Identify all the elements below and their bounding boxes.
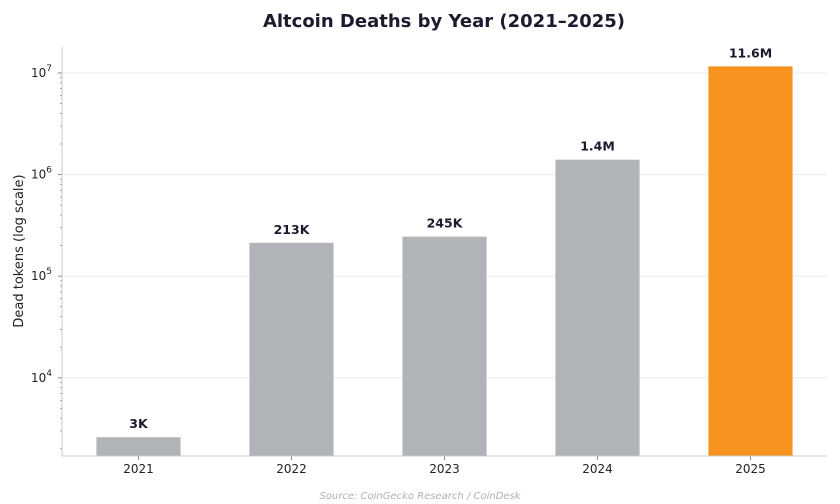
y-axis-label: Dead tokens (log scale) (12, 174, 27, 327)
bar-2024 (555, 159, 640, 456)
data-label-2024: 1.4M (580, 139, 615, 154)
x-tick-label-2023: 2023 (429, 462, 460, 476)
x-tick-label-2024: 2024 (582, 462, 613, 476)
bar-2022 (249, 242, 334, 456)
data-label-2022: 213K (274, 222, 311, 237)
bar-2023 (402, 236, 487, 456)
y-tick-label: 105 (31, 267, 52, 283)
x-tick-label-2022: 2022 (276, 462, 307, 476)
y-tick-label: 104 (31, 369, 52, 385)
chart-title: Altcoin Deaths by Year (2021–2025) (263, 11, 625, 32)
x-tick-label-2021: 2021 (123, 462, 154, 476)
data-labels-group: 3K 213K 245K 1.4M 11.6M (129, 45, 772, 431)
x-axis: 2021 2022 2023 2024 2025 (62, 455, 827, 476)
data-label-2023: 245K (427, 216, 464, 231)
y-axis: 104 105 106 107 (31, 47, 63, 456)
bar-2025 (708, 66, 793, 457)
x-tick-label-2025: 2025 (735, 462, 766, 476)
bars-group (96, 66, 793, 457)
data-label-2021: 3K (129, 416, 149, 431)
data-label-2025: 11.6M (729, 45, 772, 60)
y-tick-label: 106 (31, 166, 52, 182)
source-note: Source: CoinGecko Research / CoinDesk (319, 491, 521, 502)
y-tick-label: 107 (31, 64, 52, 80)
bar-2021 (96, 437, 181, 456)
